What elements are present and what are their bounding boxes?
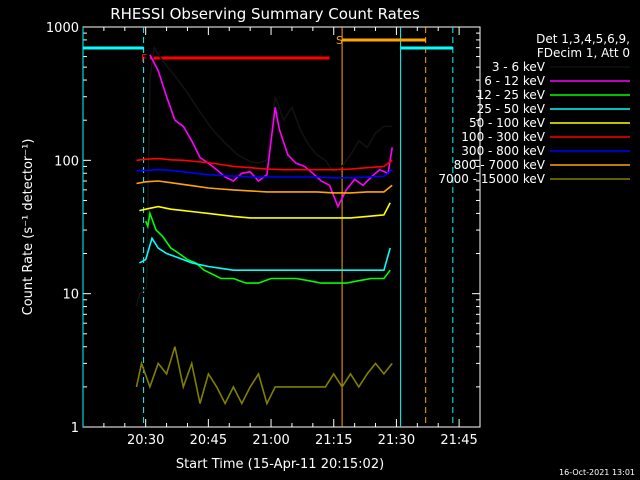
x-tick-label: 21:15: [315, 433, 352, 448]
y-tick-label: 10: [62, 288, 79, 303]
y-axis-ticks: 1 10 100 1000: [46, 21, 480, 436]
x-axis-ticks: 20:30 20:45 21:00 21:15 21:30 21:45: [103, 27, 478, 448]
x-axis-label: Start Time (15-Apr-11 20:15:02): [176, 457, 384, 472]
series-lines: [135, 45, 393, 406]
series-line-8: [135, 346, 393, 406]
y-tick-label: 100: [54, 154, 79, 169]
saa-flag-label: S: [336, 34, 343, 47]
x-tick-label: 21:30: [378, 433, 415, 448]
series-line-5: [136, 157, 393, 171]
x-tick-label: 20:30: [127, 433, 164, 448]
x-tick-label: 21:00: [252, 433, 289, 448]
series-line-2: [144, 210, 391, 284]
y-axis-label: Count Rate (s⁻¹ detector⁻¹): [21, 139, 36, 316]
series-line-1: [149, 54, 393, 209]
footer-date: 16-Oct-2021 13:01: [559, 468, 635, 477]
legend-label-2: 12 - 25 keV: [477, 88, 546, 102]
series-line-6: [136, 168, 393, 179]
attenuator-flag-label: F: [141, 52, 147, 65]
saa-bars: [82, 27, 454, 427]
x-tick-label: 20:45: [190, 433, 227, 448]
legend-label-0: 3 - 6 keV: [492, 60, 546, 74]
legend-label-1: 6 - 12 keV: [484, 74, 546, 88]
chart-title: RHESSI Observing Summary Count Rates: [110, 5, 420, 23]
series-line-4: [139, 202, 391, 219]
legend-label-3: 25 - 50 keV: [477, 102, 546, 116]
series-line-3: [139, 236, 391, 271]
legend-label-5: 100 - 300 keV: [461, 130, 545, 144]
x-tick-label: 21:45: [440, 433, 477, 448]
legend-label-4: 50 - 100 keV: [469, 116, 546, 130]
y-tick-label: 1: [71, 421, 79, 436]
legend-label-7: 800 - 7000 keV: [454, 158, 546, 172]
series-line-0: [135, 45, 393, 307]
legend-header-line-2: FDecim 1, Att 0: [537, 46, 630, 60]
legend-label-6: 300 - 800 keV: [461, 144, 545, 158]
y-tick-label: 1000: [46, 21, 79, 36]
legend-header-line-1: Det 1,3,4,5,6,9,: [536, 32, 630, 46]
legend: Det 1,3,4,5,6,9, FDecim 1, Att 0 3 - 6 k…: [438, 32, 630, 186]
series-line-7: [136, 180, 393, 194]
legend-label-8: 7000 - 15000 keV: [438, 172, 545, 186]
